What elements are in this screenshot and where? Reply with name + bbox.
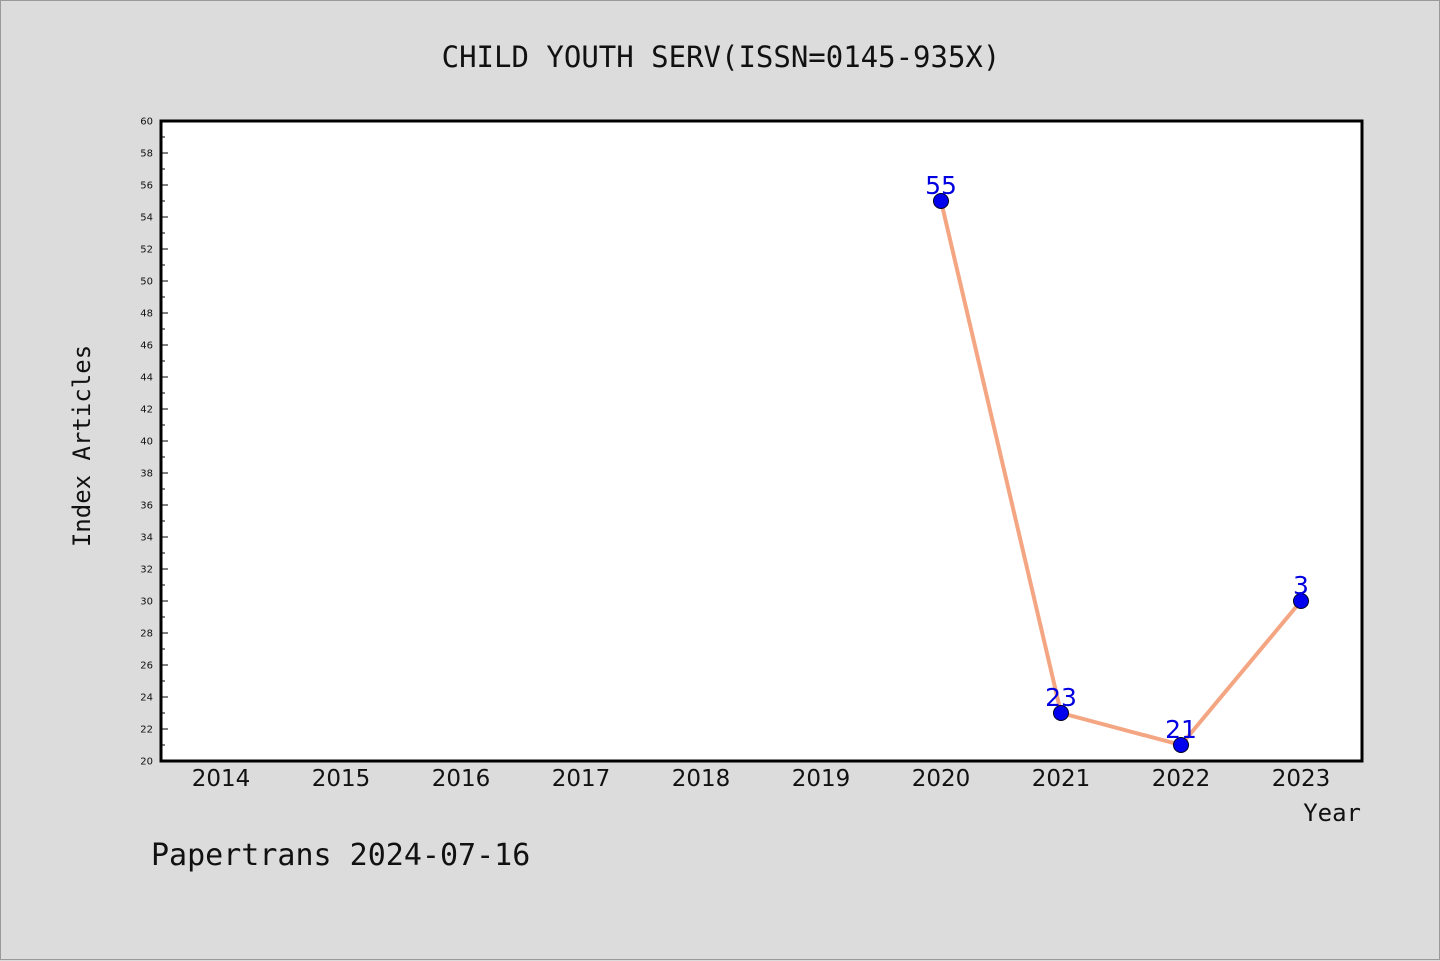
x-tick-label: 2023 — [1272, 766, 1331, 792]
series-line — [939, 199, 1303, 747]
chart-title: CHILD YOUTH SERV(ISSN=0145-935X) — [442, 40, 1001, 74]
y-tick-label: 40 — [140, 437, 153, 448]
data-label: 23 — [1045, 683, 1077, 712]
y-tick-label: 52 — [140, 245, 153, 256]
x-tick-label: 2019 — [792, 766, 851, 792]
x-tick-label: 2015 — [312, 766, 371, 792]
y-tick-label: 30 — [140, 597, 153, 608]
y-tick-label: 26 — [140, 661, 153, 672]
y-tick-label: 44 — [140, 373, 153, 384]
series-layer: 55 23 21 3 — [925, 171, 1309, 753]
y-tick-label: 60 — [140, 117, 153, 128]
data-point — [1173, 737, 1189, 753]
x-axis: 2014 2015 2016 2017 2018 2019 2020 2021 2022 2023 — [192, 766, 1331, 792]
y-axis-label: Index Articles — [68, 345, 96, 547]
x-tick-label: 2018 — [672, 766, 731, 792]
data-point — [1053, 705, 1069, 721]
y-axis: 20 22 24 26 28 30 32 34 36 38 40 42 44 46 48 50 52 54 56 58… — [140, 117, 168, 768]
data-point — [1293, 593, 1309, 609]
plot-area — [159, 119, 1364, 763]
y-tick-label: 48 — [140, 309, 153, 320]
data-label: 3 — [1293, 571, 1309, 600]
x-tick-label: 2021 — [1032, 766, 1091, 792]
data-label: 55 — [925, 171, 957, 200]
y-tick-label: 56 — [140, 181, 153, 192]
y-tick-label: 58 — [140, 149, 153, 160]
x-tick-label: 2016 — [432, 766, 491, 792]
data-label: 21 — [1165, 715, 1197, 744]
y-tick-label: 36 — [140, 501, 153, 512]
y-tick-label: 50 — [140, 277, 153, 288]
x-tick-label: 2017 — [552, 766, 611, 792]
y-tick-label: 20 — [140, 757, 153, 768]
y-tick-label: 38 — [140, 469, 153, 480]
x-tick-label: 2022 — [1152, 766, 1211, 792]
data-point — [933, 193, 949, 209]
x-tick-label: 2020 — [912, 766, 971, 792]
y-tick-label: 54 — [140, 213, 153, 224]
y-tick-label: 28 — [140, 629, 153, 640]
y-tick-label: 42 — [140, 405, 153, 416]
x-tick-label: 2014 — [192, 766, 251, 792]
y-tick-label: 24 — [140, 693, 153, 704]
y-tick-label: 32 — [140, 565, 153, 576]
x-axis-label: Year — [1303, 799, 1361, 827]
y-tick-label: 34 — [140, 533, 153, 544]
footer-text: Papertrans 2024-07-16 — [151, 838, 530, 873]
y-tick-label: 22 — [140, 725, 153, 736]
y-tick-label: 46 — [140, 341, 153, 352]
